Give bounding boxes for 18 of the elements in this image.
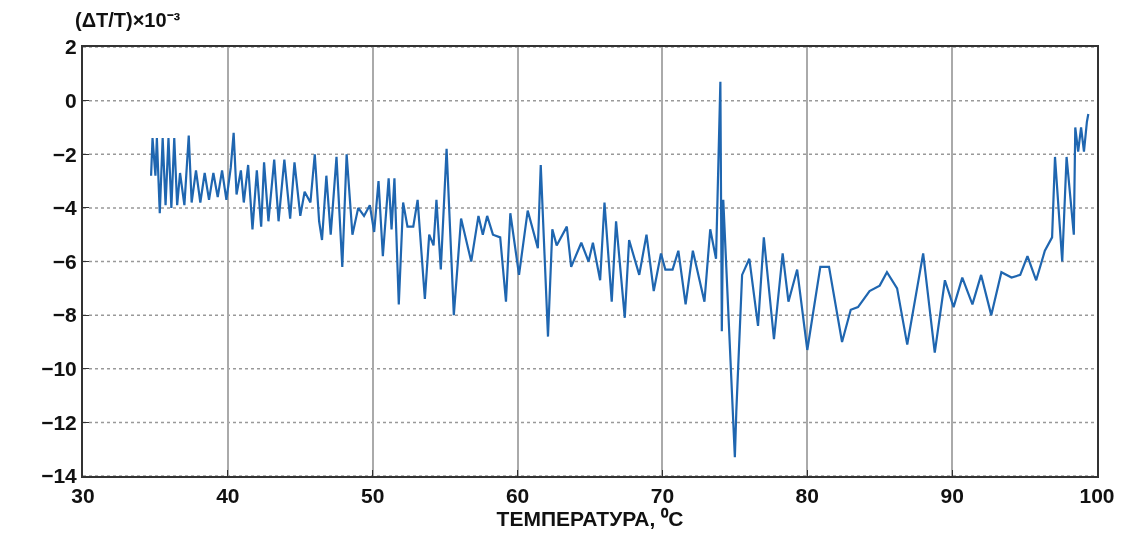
x-tick-label: 60 [505, 484, 530, 508]
y-tick-label: 0 [65, 88, 77, 112]
y-tick-label: −6 [52, 249, 77, 273]
y-tick-label: 2 [65, 35, 77, 59]
y-tick-label: −12 [41, 410, 77, 434]
x-tick-label: 80 [795, 484, 819, 508]
y-tick-label: −2 [52, 142, 77, 166]
y-tick-label: −8 [52, 303, 78, 327]
y-tick-label: −4 [52, 196, 78, 220]
x-tick-label: 40 [216, 484, 240, 508]
y-axis-title: (ΔT/T)×10⁻³ [75, 9, 181, 31]
x-tick-label: 50 [361, 484, 385, 508]
x-tick-label: 90 [940, 484, 964, 508]
x-tick-label: 100 [1079, 484, 1115, 508]
y-tick-label: −10 [41, 357, 77, 381]
line-series [149, 80, 1090, 459]
x-tick-label: 70 [650, 484, 675, 508]
x-axis-title: ТЕМПЕРАТУРА, ⁰C [496, 507, 684, 531]
